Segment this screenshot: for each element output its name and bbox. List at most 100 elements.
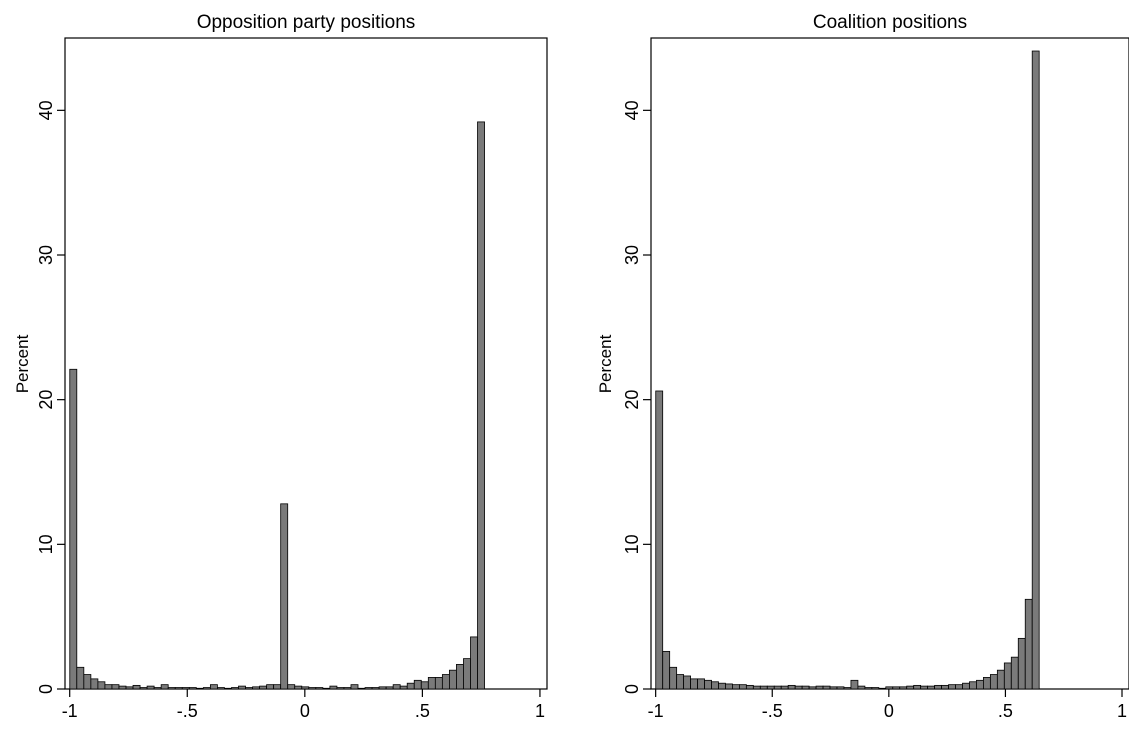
histogram-bar <box>224 687 232 690</box>
histogram-bar <box>97 681 106 690</box>
histogram-bar <box>787 684 796 690</box>
histogram-bar <box>857 685 866 690</box>
y-tick-label: 20 <box>622 390 642 410</box>
histogram-bar <box>202 687 211 690</box>
histogram-bar <box>996 669 1005 690</box>
histogram-bar <box>76 666 85 690</box>
x-tick-label: 0 <box>300 701 310 721</box>
histogram-bar <box>913 684 922 690</box>
histogram-bar <box>759 685 768 690</box>
histogram-bar <box>676 674 685 690</box>
histogram-bar <box>90 678 99 690</box>
y-tick-label: 10 <box>622 534 642 554</box>
histogram-bar <box>252 686 260 690</box>
histogram-bar <box>399 685 408 690</box>
histogram-bar <box>294 685 303 690</box>
histogram-bar <box>962 682 970 690</box>
histogram-bar <box>470 636 478 690</box>
y-tick-label: 40 <box>622 100 642 120</box>
histogram-bar <box>174 687 183 690</box>
histogram-bar <box>815 685 824 690</box>
histogram-bar <box>301 686 310 690</box>
x-tick-label: -.5 <box>177 701 198 721</box>
histogram-bar <box>871 687 880 690</box>
histogram-bar <box>181 687 190 690</box>
histogram-bar <box>752 685 761 690</box>
histogram-bar <box>745 684 754 690</box>
histogram-bar <box>878 687 887 690</box>
histogram-bar <box>217 687 225 690</box>
histogram-bar <box>822 685 831 690</box>
y-axis-ticks: 0 10 20 30 40 <box>36 100 65 694</box>
y-axis-ticks: 0 10 20 30 40 <box>622 100 651 694</box>
histogram-bar <box>385 686 394 690</box>
histogram-bar <box>662 650 671 690</box>
histogram-bar <box>125 686 134 690</box>
histogram-bar <box>273 684 282 690</box>
y-tick-label: 0 <box>36 684 56 694</box>
histogram-bar <box>188 687 197 690</box>
histogram-bar <box>829 686 838 690</box>
histogram-bar <box>329 685 338 690</box>
histogram-bar <box>801 685 810 690</box>
histogram-bar <box>364 687 373 690</box>
histogram-bar <box>885 686 894 690</box>
histogram-bar <box>160 684 169 690</box>
histogram-bar <box>690 678 698 690</box>
y-tick-label: 20 <box>36 390 56 410</box>
histogram-bar <box>732 684 740 690</box>
x-tick-label: -1 <box>62 701 78 721</box>
histogram-bar <box>371 687 380 690</box>
histogram-bar <box>83 674 92 690</box>
histogram-bar <box>118 685 127 690</box>
histogram-bar <box>153 687 162 690</box>
histogram-bar <box>766 685 775 690</box>
x-tick-label: .5 <box>998 701 1013 721</box>
x-axis-ticks: -1 -.5 0 .5 1 <box>648 689 1127 721</box>
histogram-bar <box>146 685 155 690</box>
x-axis-ticks: -1 -.5 0 .5 1 <box>62 689 545 721</box>
bars-group <box>655 50 1040 690</box>
histogram-bar <box>477 121 485 690</box>
histogram-bar <box>336 687 345 690</box>
histogram-bar <box>456 664 464 690</box>
y-tick-label: 0 <box>622 684 642 694</box>
histogram-bar <box>899 686 908 690</box>
histogram-bar <box>434 677 443 690</box>
histogram-bar <box>718 682 726 690</box>
histogram-bar <box>357 687 366 690</box>
histogram-bar <box>238 685 246 690</box>
histogram-bar <box>392 684 401 690</box>
histogram-bar <box>259 685 268 690</box>
histogram-bar <box>132 684 141 690</box>
histogram-bar <box>773 685 782 690</box>
histogram-bar <box>350 684 359 690</box>
histogram-bar <box>413 679 422 690</box>
chart-title: Opposition party positions <box>197 12 416 33</box>
histogram-bar <box>231 687 239 690</box>
x-tick-label: -1 <box>648 701 664 721</box>
histogram-bar <box>920 685 929 690</box>
bars-group <box>69 121 485 690</box>
histogram-bar <box>69 368 78 690</box>
histogram-bar <box>266 684 275 690</box>
histogram-bar <box>655 390 664 690</box>
histogram-bar <box>378 686 387 690</box>
y-axis-label: Percent <box>596 334 615 393</box>
x-tick-label: -.5 <box>762 701 783 721</box>
y-axis-label: Percent <box>13 334 32 393</box>
histogram-bar <box>739 684 747 690</box>
histogram-bar <box>864 687 873 690</box>
histogram-bar <box>1010 656 1019 690</box>
histogram-bar <box>343 687 352 690</box>
histogram-bar <box>725 683 733 690</box>
histogram-bar <box>704 679 712 690</box>
histogram-bar <box>969 681 977 690</box>
histogram-bar <box>463 658 471 690</box>
panel-coalition-positions: Coalition positions Percent -1 -.5 0 .5 1 0 1… <box>596 12 1129 721</box>
histogram-bar <box>669 666 678 690</box>
histogram-bar <box>315 687 324 690</box>
histogram-bar <box>209 684 218 690</box>
